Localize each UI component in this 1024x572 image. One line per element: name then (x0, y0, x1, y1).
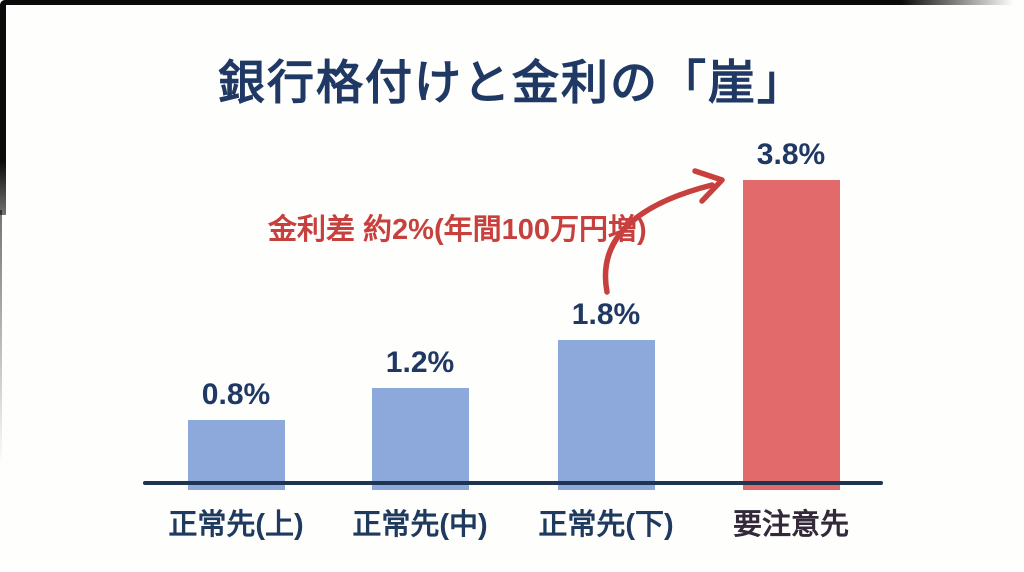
window-border-top (0, 0, 1024, 5)
bar-2 (557, 340, 655, 490)
x-axis-line (143, 481, 883, 485)
window-border-left-fade (0, 210, 2, 465)
value-label-1: 1.2% (385, 346, 455, 379)
rate-gap-annotation: 金利差 約2%(年間100万円増) (268, 214, 647, 246)
chart-title: 銀行格付けと金利の「崖」 (218, 56, 806, 109)
value-label-2: 1.8% (571, 298, 641, 331)
category-label-2: 正常先(下) (538, 509, 674, 541)
window-border-left (0, 0, 6, 215)
bar-1 (371, 388, 469, 490)
bar-3 (742, 180, 840, 490)
value-label-0: 0.8% (201, 378, 271, 411)
category-label-1: 正常先(中) (352, 509, 488, 541)
category-label-0: 正常先(上) (168, 509, 304, 541)
category-label-3: 要注意先 (732, 509, 849, 541)
value-label-3: 3.8% (756, 138, 826, 171)
bar-0 (187, 420, 285, 490)
